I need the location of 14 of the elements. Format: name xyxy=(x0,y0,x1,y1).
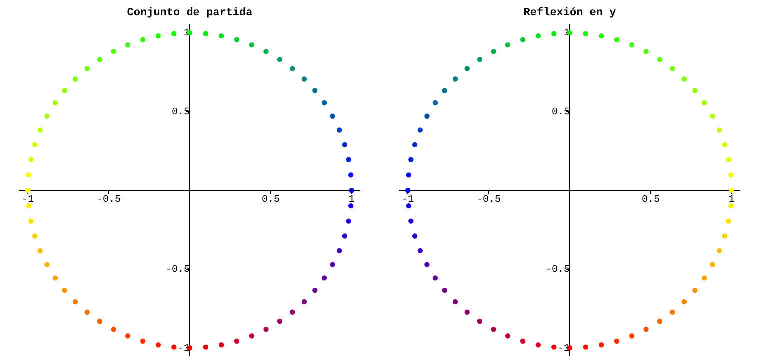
chart-title: Conjunto de partida xyxy=(127,7,254,20)
y-tick-label: -0.5 xyxy=(546,265,570,276)
x-tick-label: 0.5 xyxy=(642,195,660,206)
x-tick-label: 0.5 xyxy=(262,195,280,206)
x-tick-label: -0.5 xyxy=(477,195,502,206)
x-tick-label: -1 xyxy=(22,195,34,206)
x-tick-label: -0.5 xyxy=(97,195,122,206)
x-tick-label: -1 xyxy=(402,195,414,206)
x-tick-label: 1 xyxy=(728,195,735,206)
x-tick-label: 1 xyxy=(348,195,355,206)
chart-title: Reflexión en y xyxy=(524,6,617,20)
y-tick-label: -0.5 xyxy=(166,265,190,276)
y-tick-label: 0.5 xyxy=(172,107,190,118)
y-tick-label: 0.5 xyxy=(552,107,570,118)
